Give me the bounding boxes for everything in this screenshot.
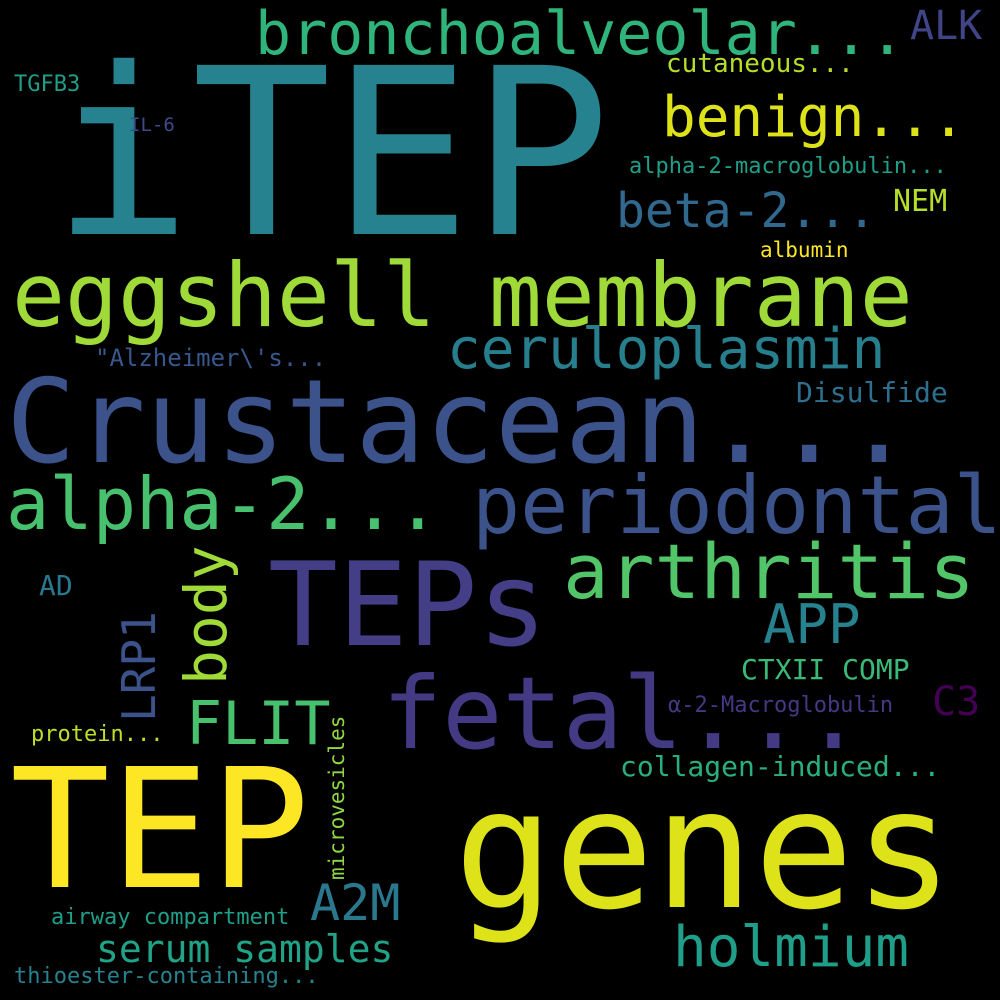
word-il6: IL-6	[129, 114, 175, 136]
word-microvesicles: microvesicles	[325, 715, 349, 880]
word-bronchoalveolar: bronchoalveolar...	[255, 0, 906, 69]
word-lrp1: LRP1	[112, 611, 166, 722]
word-alpha-2: alpha-2...	[6, 462, 440, 546]
word-alpha-2-macroglobulin-long: alpha-2-macroglobulin...	[629, 154, 947, 179]
word-benign: benign...	[662, 85, 966, 150]
word-crustacean: Crustacean...	[6, 355, 914, 490]
word-serum-samples: serum samples	[96, 927, 394, 971]
word-teps: TEPs	[268, 538, 548, 673]
word-flit: FLIT	[186, 689, 331, 759]
word-thioester-containing: thioester-containing...	[14, 964, 319, 989]
word-app: APP	[763, 593, 861, 656]
word-collagen-induced: collagen-induced...	[620, 750, 941, 783]
word-holmium: holmium	[673, 915, 910, 980]
word-nem: NEM	[893, 184, 948, 219]
word-c3: C3	[932, 679, 981, 725]
word-tep: TEP	[10, 734, 310, 927]
word-body: body	[172, 545, 240, 685]
word-alk: ALK	[910, 3, 983, 49]
word-airway-compartment: airway compartment	[51, 905, 290, 930]
word-ceruloplasmin: ceruloplasmin	[447, 317, 886, 382]
word-cutaneous: cutaneous...	[666, 49, 854, 79]
word-protein: protein...	[31, 722, 164, 747]
word-eggshell-membrane: eggshell membrane	[12, 244, 913, 347]
word-albumin: albumin	[760, 238, 849, 262]
word-ad: AD	[39, 569, 73, 602]
word-beta-2: beta-2...	[616, 183, 877, 239]
word-fetal: fetal...	[382, 655, 864, 772]
word-periodontal: periodontal	[472, 459, 1000, 552]
word-itep: iTEP	[52, 19, 611, 289]
word-arthritis: arthritis	[563, 527, 975, 616]
word-alpha-2-macroglobulin: α-2-Macroglobulin	[668, 693, 894, 718]
word-genes: genes	[454, 754, 954, 947]
word-tgfb3: TGFB3	[14, 72, 81, 97]
word-alzheimers: "Alzheimer\'s...	[95, 344, 327, 372]
word-disulfide: Disulfide	[796, 376, 948, 409]
word-ctxii-comp: CTXII COMP	[741, 653, 910, 686]
word-a2m: A2M	[310, 874, 401, 932]
